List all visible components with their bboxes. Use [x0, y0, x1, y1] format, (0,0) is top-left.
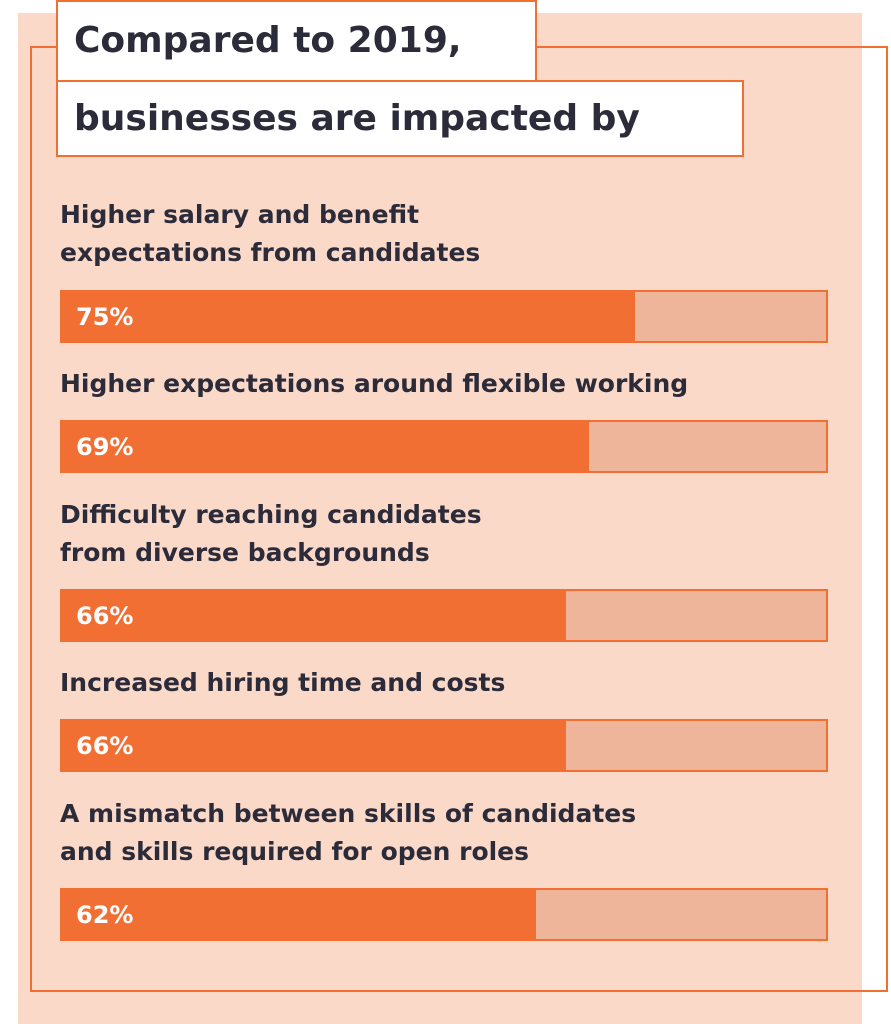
chart-title-line-1: Compared to 2019, [56, 0, 537, 82]
category-label-flexible-working: Higher expectations around flexible work… [60, 369, 689, 398]
chart-title-line-1-text: Compared to 2019, [74, 20, 462, 61]
category-label-salary: Higher salary and benefit expectations f… [60, 200, 481, 267]
background-panel [18, 13, 862, 1024]
bar-value-label-skills-mismatch: 62% [76, 900, 134, 929]
bar-value-label-salary: 75% [76, 302, 134, 331]
bar-track-flexible-working: 69% [60, 420, 828, 473]
category-label-diverse-backgrounds: Difficulty reaching candidates from dive… [60, 500, 482, 567]
bar-diverse-backgrounds [62, 591, 567, 640]
category-label-skills-mismatch: A mismatch between skills of candidates … [60, 799, 637, 866]
bar-value-label-hiring-time: 66% [76, 731, 134, 760]
bar-track-hiring-time: 66% [60, 719, 828, 772]
chart-title-line-2: businesses are impacted by [56, 80, 744, 157]
bar-hiring-time [62, 721, 567, 770]
bar-flexible-working [62, 422, 590, 471]
category-label-hiring-time: Increased hiring time and costs [60, 668, 506, 697]
bar-track-diverse-backgrounds: 66% [60, 589, 828, 642]
bar-track-skills-mismatch: 62% [60, 888, 828, 941]
bar-salary [62, 292, 635, 341]
bar-value-label-diverse-backgrounds: 66% [76, 601, 134, 630]
bar-track-salary: 75% [60, 290, 828, 343]
bar-skills-mismatch [62, 890, 536, 939]
chart-title-line-2-text: businesses are impacted by [74, 97, 640, 139]
bar-value-label-flexible-working: 69% [76, 432, 134, 461]
